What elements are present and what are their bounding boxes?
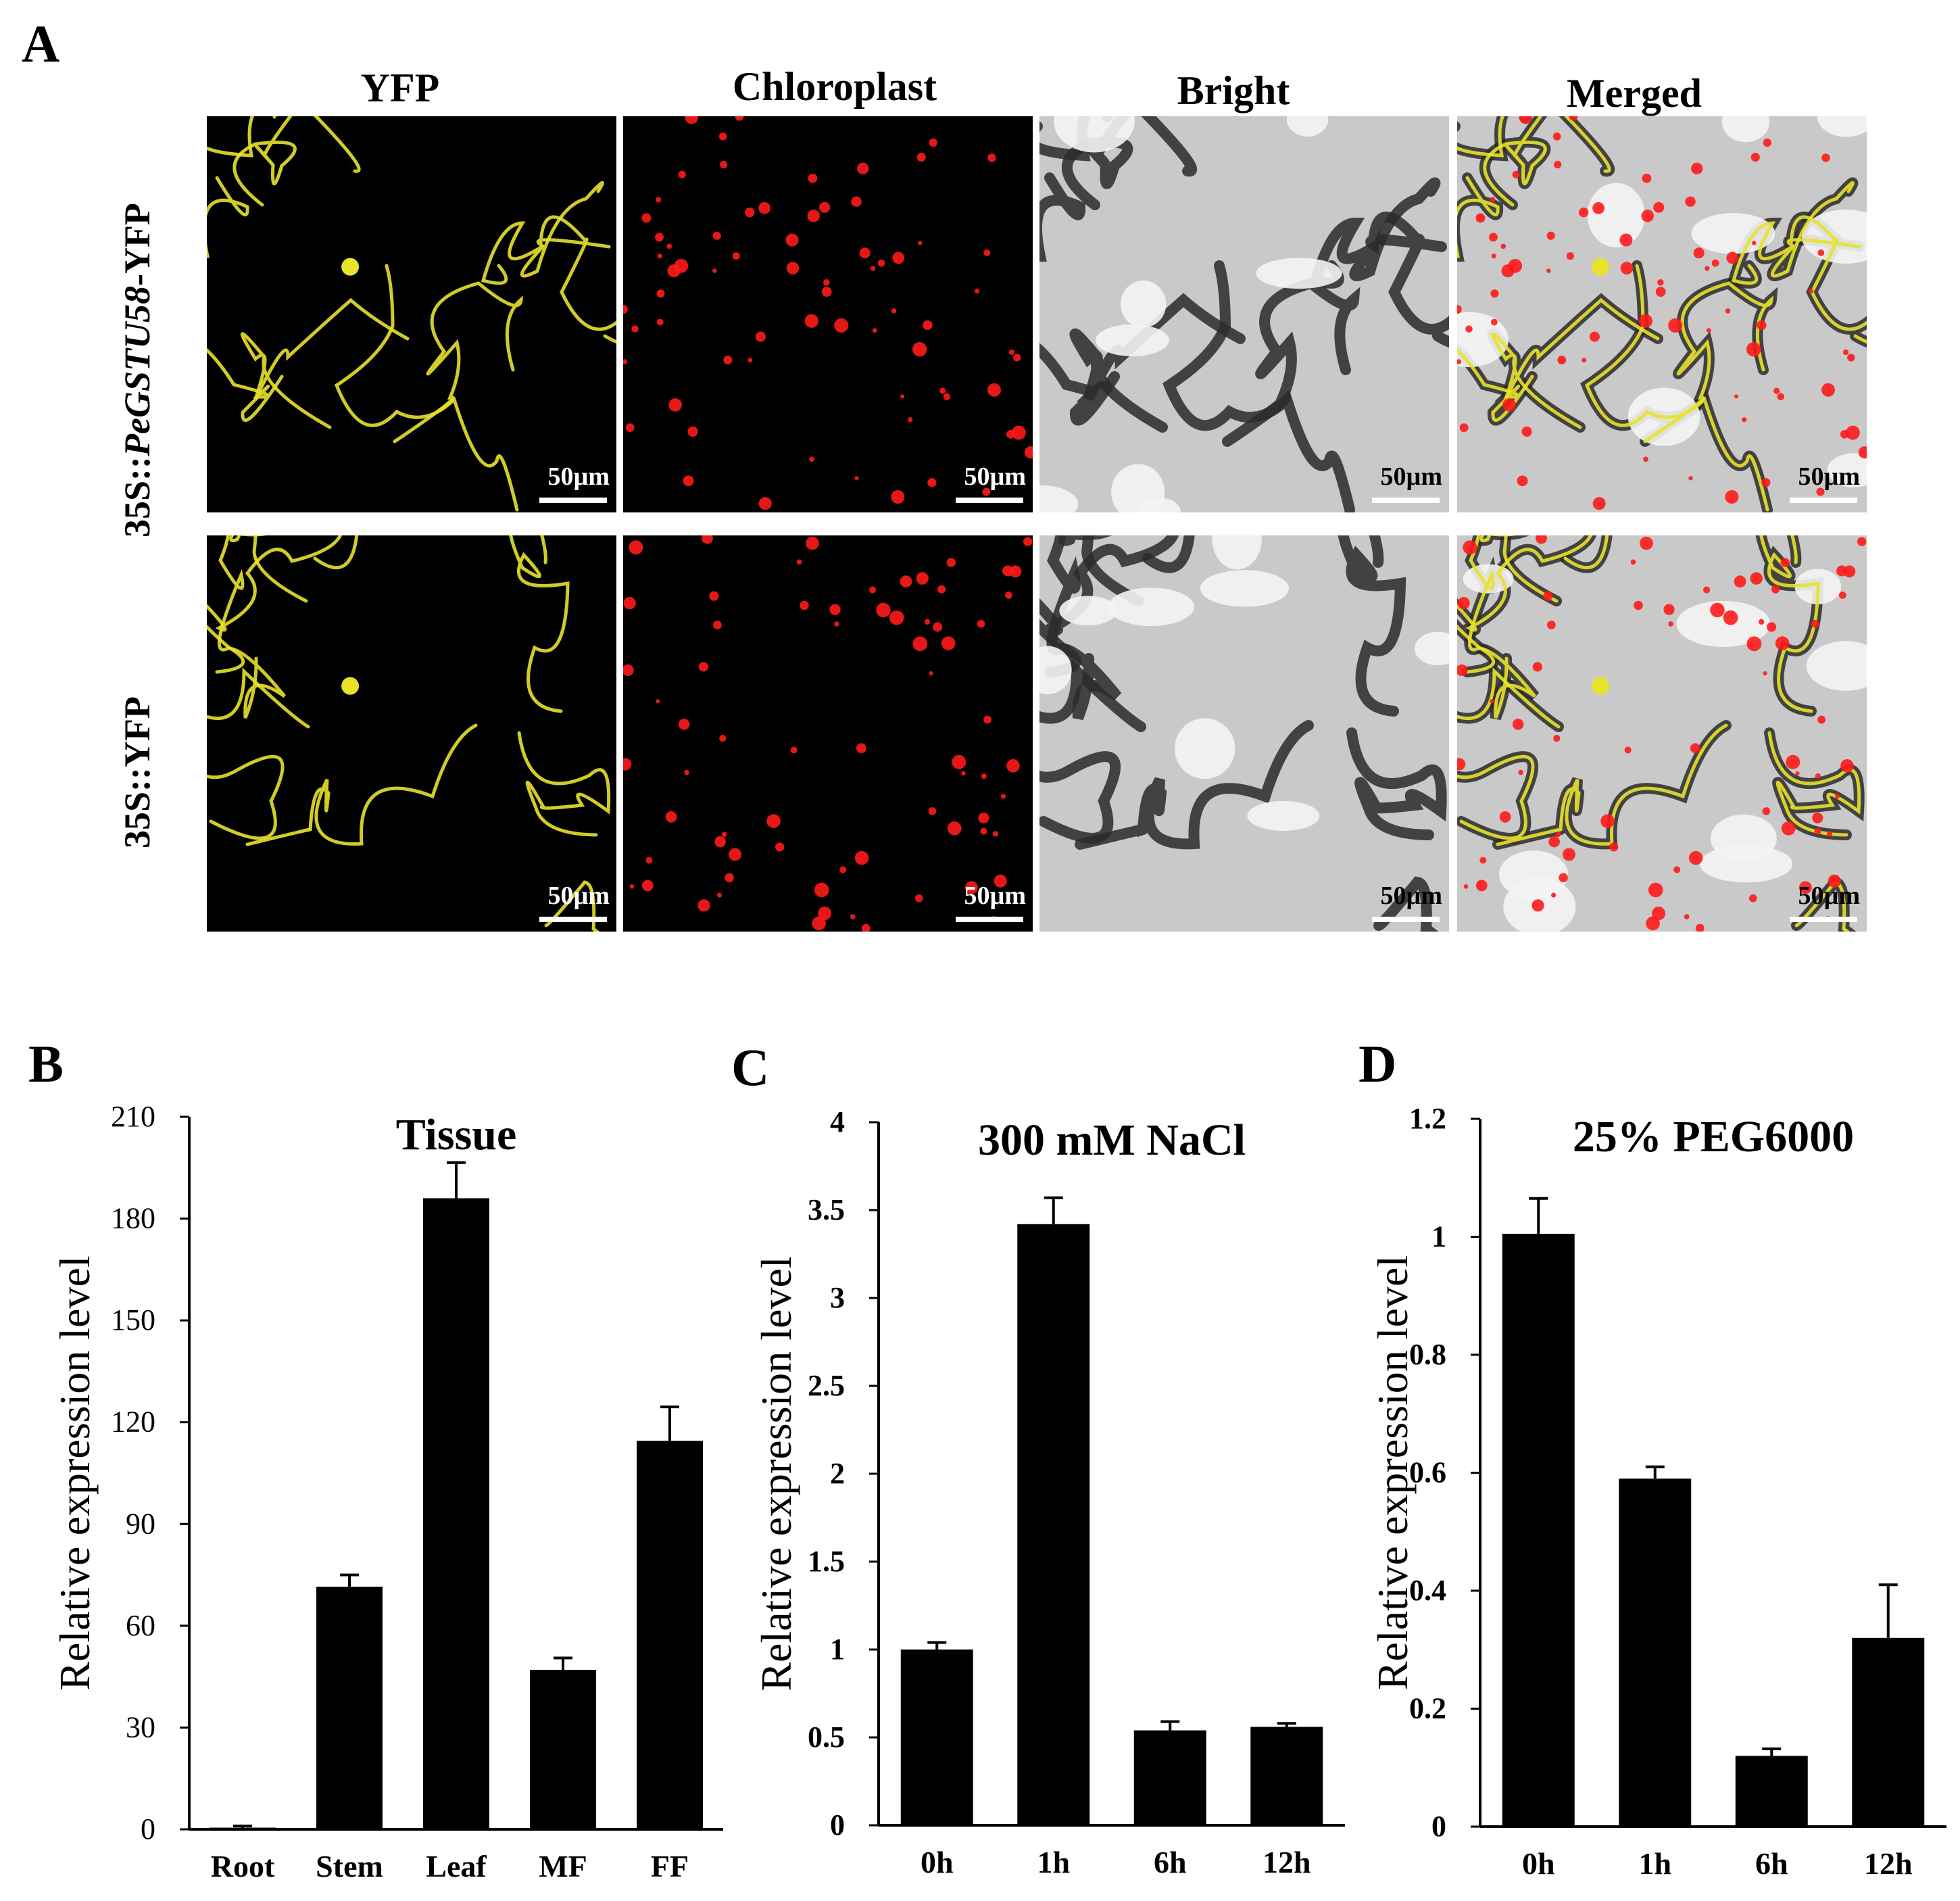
scale-bar-label: 50µm: [1798, 882, 1860, 910]
micrograph-chloro-row1: 50µm: [623, 116, 1033, 512]
chart-b-bar-leaf: [423, 1198, 489, 1829]
chart-c-bar-12h: [1250, 1727, 1323, 1825]
column-title-yfp: YFP: [360, 66, 440, 110]
chart-d-x-tick-label: 12h: [1864, 1846, 1913, 1881]
chart-c-y-tick-label: 1: [830, 1633, 845, 1666]
chart-b-y-tick-label: 0: [141, 1812, 155, 1846]
chart-c-x-tick-label: 1h: [1037, 1845, 1070, 1879]
chart-c-y-tick-label: 2: [830, 1457, 845, 1490]
chart-d-x-tick-label: 0h: [1522, 1846, 1555, 1881]
chart-c-y-tick-label: 3.5: [808, 1193, 845, 1226]
chart-c-y-tick-label: 0: [830, 1808, 845, 1842]
chart-c-y-tick-label: 2.5: [808, 1369, 845, 1402]
chart-d-bar-0h: [1502, 1234, 1575, 1827]
chart-b-y-tick-label: 30: [126, 1710, 155, 1743]
chart-d-bar-1h: [1619, 1478, 1692, 1827]
chart-c-x-tick-label: 12h: [1263, 1845, 1311, 1879]
chart-c-y-tick-label: 3: [830, 1281, 845, 1314]
scale-bar-label: 50µm: [1380, 882, 1442, 910]
chart-b-y-tick-label: 210: [111, 1100, 155, 1133]
panel-a-letter: A: [22, 14, 60, 73]
chart-d-title: 25% PEG6000: [1573, 1112, 1854, 1161]
micrograph-chloro-row2: 50µm: [623, 535, 1033, 932]
scale-bar: [1790, 917, 1857, 922]
chart-d-bar-12h: [1852, 1637, 1925, 1827]
chart-c-bar-1h: [1017, 1224, 1090, 1825]
chart-c-y-tick-label: 4: [830, 1105, 845, 1138]
panel-d-letter: D: [1358, 1034, 1396, 1093]
panel-c-letter: C: [731, 1038, 769, 1097]
chart-d-y-tick-label: 0.4: [1409, 1574, 1446, 1607]
chart-c-y-axis-label: Relative expression level: [752, 1256, 800, 1691]
chart-d-x-tick-label: 6h: [1755, 1846, 1788, 1881]
chart-d-y-tick-label: 0.8: [1409, 1338, 1446, 1371]
chart-b-y-tick-label: 120: [111, 1405, 155, 1439]
chart-c-bar-6h: [1133, 1730, 1206, 1825]
chart-b-bar-mf: [530, 1670, 596, 1829]
column-title-bright: Bright: [1177, 68, 1290, 113]
scale-bar: [1372, 498, 1440, 503]
chart-b-title: Tissue: [396, 1110, 517, 1159]
chart-b-bar-stem: [316, 1587, 383, 1829]
chart-c-title: 300 mM NaCl: [978, 1115, 1246, 1165]
scale-bar-label: 50µm: [964, 462, 1026, 491]
chart-c-y-tick-label: 0.5: [808, 1720, 845, 1754]
panel-b-letter: B: [28, 1034, 64, 1093]
chart-d-y-tick-label: 1.2: [1409, 1102, 1446, 1135]
chart-d-y-tick-label: 0.6: [1409, 1456, 1446, 1489]
scale-bar: [956, 498, 1023, 503]
chart-c-bar-0h: [900, 1650, 973, 1825]
chart-b-x-tick-label: Root: [211, 1849, 275, 1883]
chart-c-y-tick-label: 1.5: [808, 1545, 845, 1578]
micrograph-yfp-row2: 50µm: [207, 535, 616, 932]
chart-b-y-tick-label: 90: [126, 1507, 155, 1540]
scale-bar: [539, 917, 607, 922]
scale-bar: [1790, 498, 1857, 503]
micrograph-bright-row2: 50µm: [1039, 535, 1449, 932]
column-title-merged: Merged: [1567, 71, 1702, 116]
scale-bar: [956, 917, 1023, 922]
chart-d-bar-6h: [1735, 1756, 1808, 1827]
micrograph-yfp-row1: 50µm: [207, 116, 616, 512]
scale-bar-label: 50µm: [964, 882, 1026, 910]
chart-b-y-axis-label: Relative expression level: [51, 1255, 99, 1690]
micrograph-merged-row1: 50µm: [1457, 116, 1867, 512]
chart-b-y-tick-label: 150: [111, 1303, 155, 1337]
chart-b-x-tick-label: Leaf: [426, 1849, 487, 1883]
chart-b-bar-root: [210, 1827, 276, 1829]
scale-bar-label: 50µm: [547, 882, 610, 910]
chart-d-y-tick-label: 0: [1431, 1810, 1446, 1843]
scale-bar-label: 50µm: [547, 462, 610, 491]
chart-b-x-tick-label: MF: [539, 1849, 587, 1883]
column-title-chloroplast: Chloroplast: [732, 64, 937, 109]
micrograph-bright-row1: 50µm: [1039, 116, 1449, 512]
chart-c-x-tick-label: 6h: [1154, 1845, 1187, 1879]
scale-bar-label: 50µm: [1380, 462, 1442, 491]
chart-b-x-tick-label: FF: [651, 1849, 689, 1883]
chart-d-y-tick-label: 0.2: [1409, 1692, 1446, 1725]
scale-bar: [539, 498, 607, 503]
scale-bar-label: 50µm: [1798, 462, 1860, 491]
chart-b-y-tick-label: 180: [111, 1202, 155, 1235]
chart-c-x-tick-label: 0h: [921, 1845, 954, 1879]
micrograph-merged-row2: 50µm: [1457, 535, 1867, 932]
chart-d-y-axis-label: Relative expression level: [1369, 1255, 1417, 1690]
chart-d-y-tick-label: 1: [1431, 1220, 1446, 1253]
chart-b-bar-ff: [637, 1441, 703, 1829]
chart-b-y-tick-label: 60: [126, 1609, 155, 1642]
chart-d-x-tick-label: 1h: [1638, 1846, 1671, 1881]
chart-b-x-tick-label: Stem: [316, 1849, 383, 1883]
scale-bar: [1372, 917, 1440, 922]
